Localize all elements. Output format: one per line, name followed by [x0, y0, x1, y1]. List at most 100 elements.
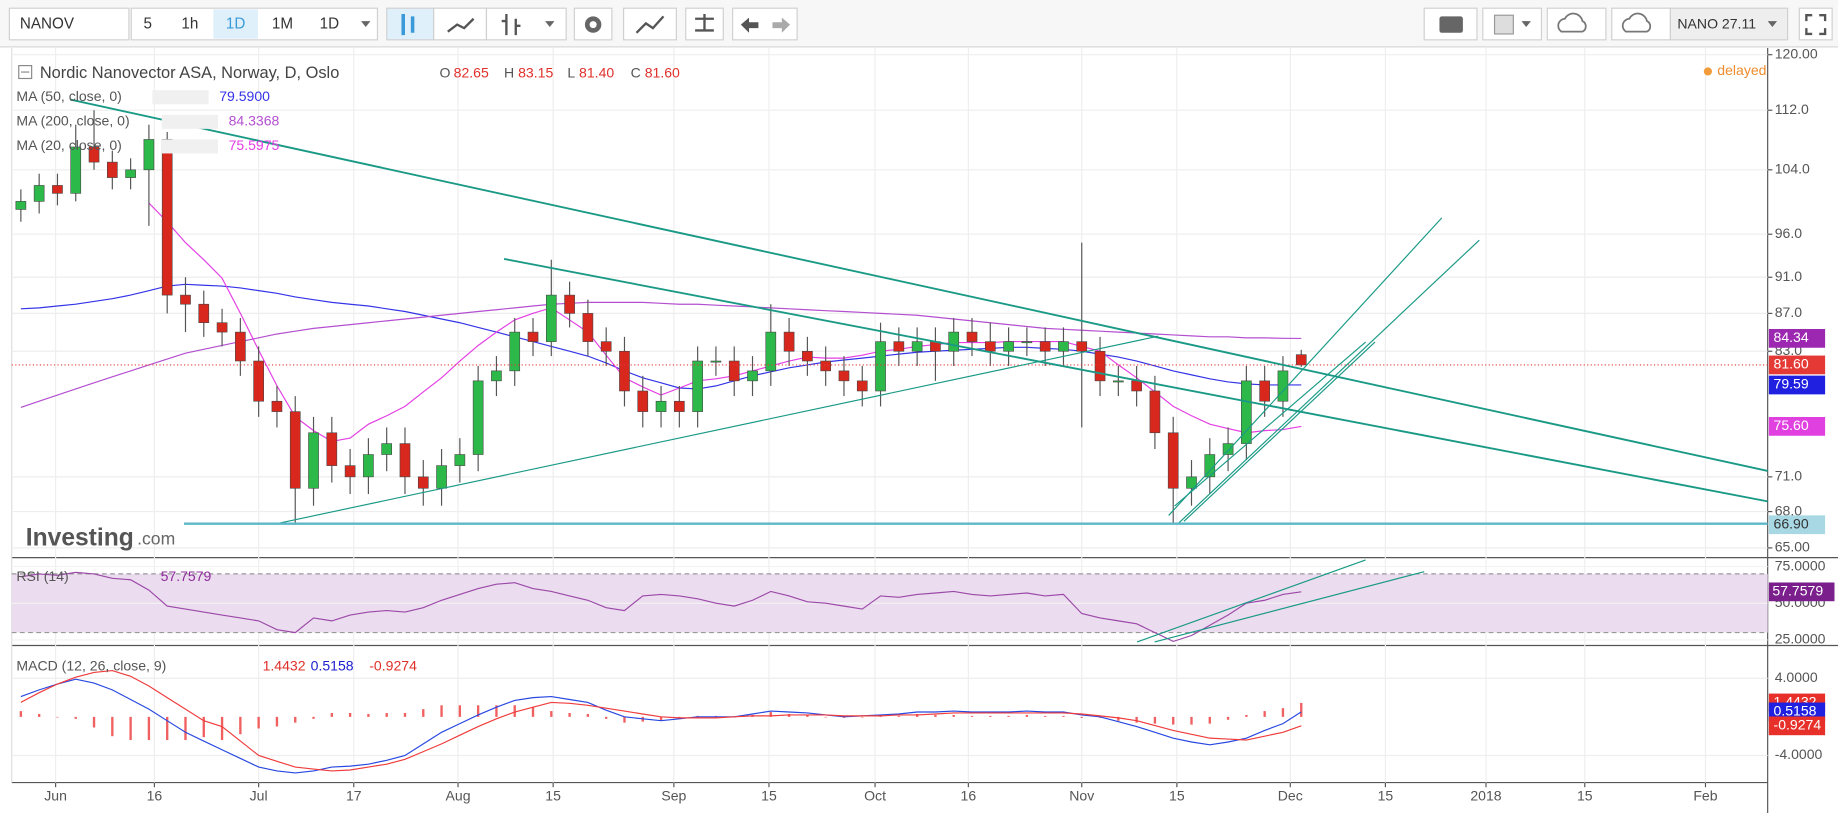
- status-dot: [1703, 67, 1712, 76]
- y-tick-label: 68.0: [1775, 502, 1803, 518]
- y-tick-label: 91.0: [1775, 268, 1803, 284]
- candle-body: [582, 313, 594, 342]
- candle-body: [216, 322, 228, 333]
- channel-line: [1168, 217, 1443, 516]
- candle-body: [381, 443, 393, 455]
- histogram-bar: [37, 713, 41, 717]
- moving-average: [20, 283, 1302, 390]
- dropdown-arrow[interactable]: [1767, 21, 1778, 27]
- value-box: [1768, 582, 1835, 602]
- load-button[interactable]: [1546, 7, 1607, 41]
- channel-line: [1183, 341, 1376, 522]
- line-button[interactable]: [433, 7, 488, 41]
- candle-body: [1186, 476, 1197, 489]
- fullscreen-button[interactable]: [1798, 7, 1833, 41]
- candle-body: [1149, 390, 1161, 434]
- legend-name: MA (20, close, 0): [16, 137, 121, 153]
- histogram-bar: [513, 705, 516, 717]
- y-tick-label: 25.0000: [1775, 631, 1826, 647]
- legend-name: MA (50, close, 0): [16, 88, 121, 104]
- interval[interactable]: 1h: [181, 16, 198, 33]
- price-label-box: [1768, 375, 1826, 395]
- indicator-name: RSI (14): [16, 568, 68, 584]
- histogram-bar: [147, 716, 151, 741]
- legend-value: 75.5975: [229, 137, 280, 153]
- histogram-bar: [659, 716, 663, 721]
- candle-body: [765, 331, 777, 372]
- rsi-line: [20, 571, 1302, 643]
- compare-icon: [695, 14, 714, 32]
- candle-body: [674, 400, 685, 412]
- watermark: .com: [137, 529, 175, 549]
- histogram-bar: [1007, 715, 1010, 717]
- dropdown-arrow[interactable]: [361, 21, 371, 27]
- histogram-bar: [1025, 714, 1029, 717]
- interval[interactable]: 5: [143, 16, 151, 33]
- x-tick-label: Feb: [1693, 787, 1717, 803]
- interval[interactable]: 1D: [320, 16, 339, 33]
- trend-line: [503, 257, 1768, 503]
- candle-body: [856, 380, 868, 392]
- x-tick-label: Dec: [1278, 787, 1303, 803]
- drawings: [70, 98, 1768, 643]
- interval[interactable]: 1M: [272, 16, 293, 33]
- histogram-bar: [934, 714, 937, 717]
- candle-body: [948, 331, 960, 352]
- candle-body: [893, 341, 905, 352]
- x-tick-label: Jul: [250, 787, 268, 803]
- candle-body: [984, 341, 996, 352]
- rsi-trend-line: [1136, 559, 1366, 643]
- indicators-button[interactable]: [623, 7, 677, 41]
- histogram-bar: [1208, 716, 1211, 724]
- collapse-icon[interactable]: [18, 65, 33, 80]
- symbol-box[interactable]: [8, 7, 130, 41]
- histogram-bar: [970, 715, 974, 717]
- ohlc-key: O: [440, 65, 451, 81]
- price-label-box: [1768, 328, 1826, 348]
- candle-body: [271, 400, 283, 412]
- x-tick-label: 16: [961, 787, 977, 803]
- candles-button[interactable]: [386, 7, 435, 41]
- dropdown-arrow[interactable]: [545, 21, 555, 27]
- histogram-bar: [1300, 702, 1303, 717]
- chart-title: Nordic Nanovector ASA, Norway, D, Oslo: [40, 64, 339, 82]
- candle-body: [545, 294, 557, 342]
- x-tick-label: 15: [1577, 787, 1593, 803]
- dropdown-arrow[interactable]: [1521, 21, 1531, 27]
- bars-button[interactable]: [485, 7, 567, 41]
- snapshot-button[interactable]: [1423, 7, 1478, 41]
- histogram-bar: [166, 716, 169, 741]
- candles-icon: [401, 14, 415, 36]
- legend-controls: [161, 114, 219, 129]
- symbol[interactable]: NANOV: [20, 16, 75, 33]
- y-tick-label: 112.0: [1775, 101, 1809, 117]
- candle-body: [326, 432, 338, 466]
- histogram-bar: [202, 716, 205, 738]
- save-button[interactable]: [1611, 7, 1671, 41]
- trend-line: [70, 98, 1768, 472]
- price-label-box: [1768, 515, 1826, 535]
- x-tick-label: Sep: [661, 787, 686, 803]
- quote-box[interactable]: [1669, 7, 1789, 41]
- bars-icon: [501, 14, 521, 36]
- histogram-bar: [1117, 716, 1120, 721]
- candle-body: [509, 331, 521, 372]
- histogram-bar: [568, 713, 571, 717]
- candle-body: [1113, 380, 1124, 383]
- x-tick-label: Oct: [864, 787, 886, 803]
- candle-body: [838, 370, 850, 382]
- ohlc-value: 81.40: [579, 65, 614, 81]
- candle-body: [1259, 380, 1270, 402]
- candle-body: [436, 465, 447, 489]
- histogram-bar: [1245, 714, 1248, 717]
- interval[interactable]: 1D: [226, 16, 245, 33]
- candle-body: [1021, 341, 1033, 344]
- histogram-bar: [861, 716, 864, 718]
- candle-body: [88, 146, 100, 163]
- candle-body: [161, 139, 173, 296]
- histogram-bar: [294, 716, 297, 723]
- rsi-trend-line: [1154, 571, 1425, 643]
- histogram-bar: [1043, 715, 1047, 717]
- candle-body: [564, 294, 575, 314]
